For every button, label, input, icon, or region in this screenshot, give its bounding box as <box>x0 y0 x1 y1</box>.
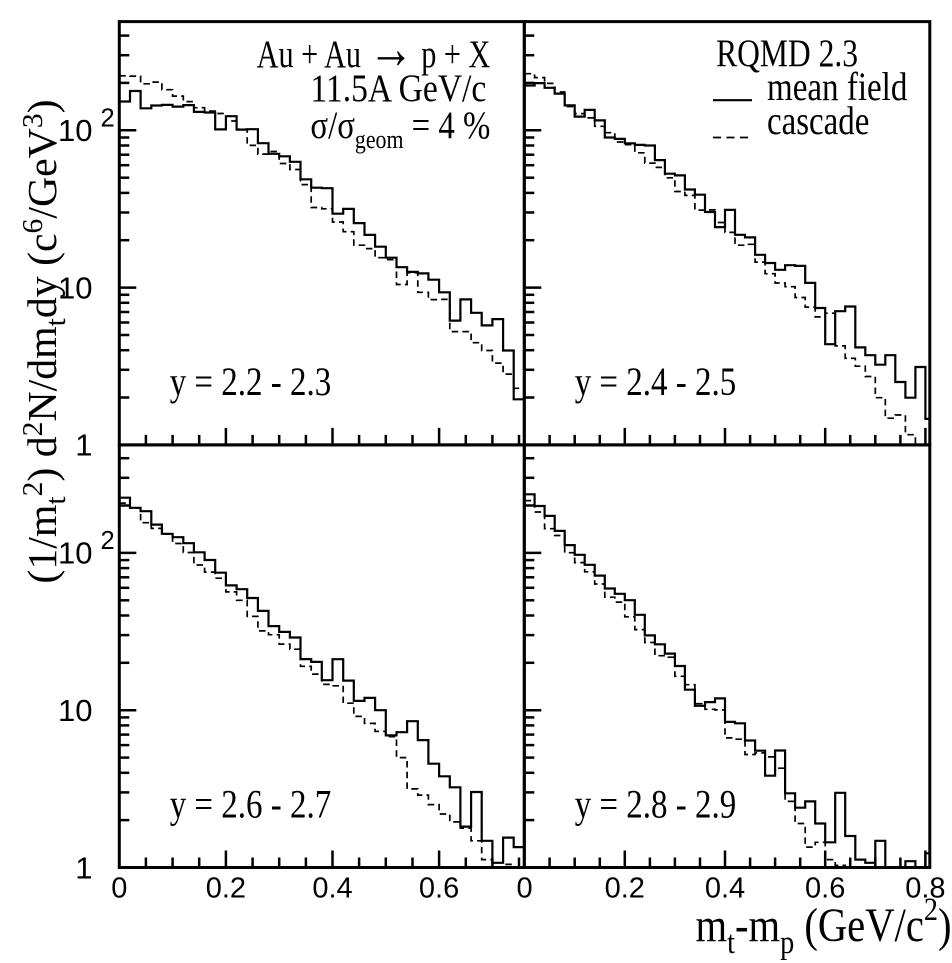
svg-text:cascade: cascade <box>767 98 869 143</box>
svg-text:RQMD 2.3: RQMD 2.3 <box>716 31 858 75</box>
svg-text:11.5A GeV/c: 11.5A GeV/c <box>310 67 486 110</box>
svg-text:0: 0 <box>517 872 533 904</box>
svg-text:mt-mp (GeV/c2): mt-mp (GeV/c2) <box>696 891 952 961</box>
svg-text:10: 10 <box>58 270 92 305</box>
svg-text:y = 2.6 - 2.7: y = 2.6 - 2.7 <box>170 782 332 827</box>
svg-text:mean field: mean field <box>767 64 907 109</box>
svg-text:0: 0 <box>111 872 127 904</box>
svg-text:0.2: 0.2 <box>605 872 645 904</box>
svg-text:y = 2.8 - 2.9: y = 2.8 - 2.9 <box>575 782 737 827</box>
svg-text:2: 2 <box>101 527 115 555</box>
svg-text:0.2: 0.2 <box>206 872 246 904</box>
svg-text:10: 10 <box>58 536 92 571</box>
svg-text:10: 10 <box>58 113 92 148</box>
svg-text:0.6: 0.6 <box>805 872 845 904</box>
svg-text:10: 10 <box>58 693 92 728</box>
svg-text:0.4: 0.4 <box>312 872 352 904</box>
svg-text:1: 1 <box>75 850 92 885</box>
svg-text:0.6: 0.6 <box>419 872 459 904</box>
svg-text:0.4: 0.4 <box>705 872 745 904</box>
svg-text:(1/mt2) d2N/dmtdy (c6/GeV3): (1/mt2) d2N/dmtdy (c6/GeV3) <box>17 99 72 583</box>
svg-text:y = 2.4 - 2.5: y = 2.4 - 2.5 <box>575 359 737 404</box>
svg-text:2: 2 <box>101 105 115 133</box>
svg-text:y = 2.2 - 2.3: y = 2.2 - 2.3 <box>170 359 332 404</box>
svg-text:0.8: 0.8 <box>905 872 945 904</box>
svg-text:1: 1 <box>75 428 92 463</box>
